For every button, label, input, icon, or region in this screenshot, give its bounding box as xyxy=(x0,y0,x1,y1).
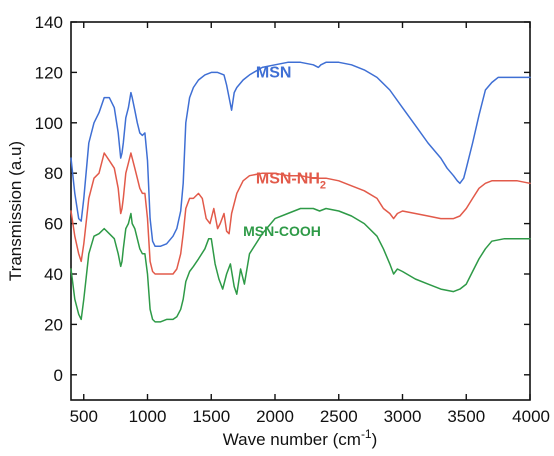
series-label-msn-cooh: MSN-COOH xyxy=(243,223,321,239)
y-tick-label: 60 xyxy=(44,215,63,234)
series-label-msn-nh2: MSN-NH2 xyxy=(256,170,326,191)
plot-frame xyxy=(70,21,531,401)
series-label-text: MSN-COOH xyxy=(243,223,321,239)
y-axis: 0 20 40 60 80 100 120 140 xyxy=(35,13,530,385)
x-tick-label: 1500 xyxy=(192,407,230,426)
x-tick-label: 500 xyxy=(70,407,98,426)
x-tick-label: 2000 xyxy=(256,407,294,426)
x-tick-label: 4000 xyxy=(512,407,550,426)
series-label-text: MSN xyxy=(256,64,292,81)
series-labels: MSN MSN-NH2 MSN-COOH xyxy=(243,64,326,239)
x-tick-label: 2500 xyxy=(320,407,358,426)
series-label-subscript: 2 xyxy=(320,179,326,191)
x-axis-title-sup: -1 xyxy=(361,427,372,441)
series-line-msn xyxy=(70,61,531,248)
x-axis-title-main: Wave number (cm xyxy=(223,430,361,449)
y-tick-label: 80 xyxy=(44,164,63,183)
y-tick-label: 100 xyxy=(35,114,63,133)
y-tick-label: 140 xyxy=(35,13,63,32)
x-tick-label: 3500 xyxy=(447,407,485,426)
x-axis-title: Wave number (cm-1) xyxy=(223,427,378,449)
y-tick-label: 0 xyxy=(54,366,63,385)
series-line-msn-nh2 xyxy=(70,152,531,275)
y-tick-label: 120 xyxy=(35,63,63,82)
series-label-msn: MSN xyxy=(256,64,292,81)
y-tick-label: 20 xyxy=(44,315,63,334)
x-axis-title-tail: ) xyxy=(372,430,378,449)
x-tick-label: 3000 xyxy=(384,407,422,426)
series-label-text: MSN-NH xyxy=(256,170,320,187)
x-axis: 500 1000 1500 2000 2500 3000 3500 4000 xyxy=(70,22,550,426)
y-tick-label: 40 xyxy=(44,265,63,284)
series-line-msn-cooh xyxy=(70,207,531,323)
series-lines xyxy=(70,61,531,323)
x-tick-label: 1000 xyxy=(129,407,167,426)
y-axis-title: Transmission (a.u) xyxy=(6,141,25,281)
